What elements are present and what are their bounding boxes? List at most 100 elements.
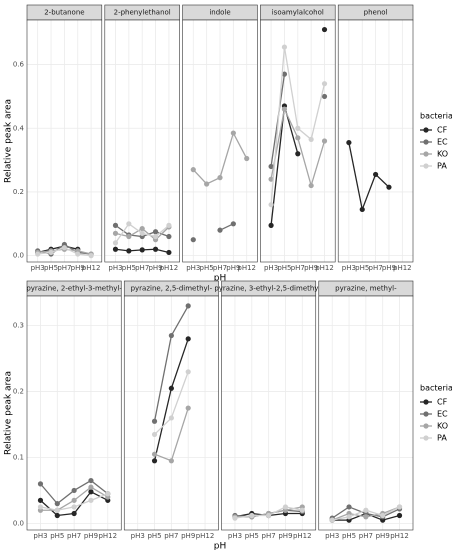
- point: [88, 489, 94, 495]
- x-tick-label: pH7: [262, 532, 276, 540]
- point: [359, 206, 365, 213]
- point: [88, 253, 94, 259]
- point: [126, 221, 132, 227]
- x-tick-label: pH3: [108, 264, 122, 272]
- legend-key-point: [423, 411, 429, 417]
- legend-label: PA: [437, 434, 447, 443]
- point: [48, 249, 54, 256]
- point: [249, 512, 255, 519]
- facet-title: 2-butanone: [44, 9, 84, 17]
- point: [112, 222, 119, 228]
- x-tick-label: pH3: [33, 532, 47, 540]
- point: [185, 336, 191, 342]
- legend-label: CF: [437, 126, 448, 135]
- point: [268, 222, 274, 228]
- x-tick-label: pH9: [278, 532, 292, 540]
- x-tick-label: pH5: [44, 264, 58, 272]
- point: [54, 501, 60, 507]
- x-tick-label: pH9: [84, 532, 98, 540]
- point: [105, 491, 111, 497]
- x-tick-label: pH5: [355, 264, 369, 272]
- facet-title: pyrazine, 3-ethyl-2,5-dimethyl-: [214, 285, 323, 293]
- point: [152, 229, 159, 235]
- point: [168, 415, 174, 421]
- point: [363, 507, 369, 513]
- point: [54, 507, 60, 513]
- x-tick-label: pH7: [369, 264, 383, 272]
- y-tick-label: 0.0: [13, 519, 24, 527]
- x-tick-label: pH3: [186, 264, 200, 272]
- point: [329, 517, 335, 523]
- y-tick-label: 0.0: [13, 252, 24, 260]
- series-line: [348, 142, 390, 212]
- point: [321, 93, 328, 100]
- x-tick-label: pH9: [71, 264, 85, 272]
- facet-title: phenol: [364, 9, 388, 17]
- x-tick-label: pH12: [82, 264, 101, 272]
- panel-border: [104, 19, 180, 263]
- point: [363, 514, 369, 520]
- point: [268, 176, 274, 182]
- point: [112, 230, 119, 236]
- panel-border: [260, 19, 336, 263]
- y-tick-label: 0.1: [13, 453, 24, 461]
- legend-key-point: [423, 139, 429, 145]
- point: [244, 155, 250, 162]
- x-tick-label: pH7: [164, 532, 178, 540]
- y-tick-label: 0.4: [13, 124, 25, 132]
- x-tick-label: pH5: [200, 264, 214, 272]
- point: [88, 484, 94, 490]
- point: [61, 245, 67, 251]
- x-tick-label: pH7: [67, 532, 81, 540]
- x-tick-label: pH9: [148, 264, 162, 272]
- y-tick-label: 0.3: [13, 322, 24, 330]
- panel-border: [123, 295, 219, 531]
- point: [308, 182, 314, 189]
- y-axis-title: Relative peak area: [4, 99, 14, 183]
- point: [168, 385, 174, 391]
- point: [166, 233, 172, 240]
- legend-label: KO: [437, 150, 448, 159]
- x-axis-title: pH: [214, 542, 226, 550]
- point: [168, 332, 174, 339]
- x-tick-label: pH5: [245, 532, 259, 540]
- legend-title: bacteria: [420, 384, 452, 393]
- point: [71, 497, 77, 503]
- x-tick-label: pH12: [196, 532, 215, 540]
- x-tick-label: pH9: [382, 264, 396, 272]
- point: [71, 487, 77, 494]
- point: [151, 418, 158, 424]
- legend-title: bacteria: [420, 112, 452, 121]
- point: [321, 81, 328, 87]
- x-tick-label: pH12: [393, 264, 412, 272]
- x-tick-label: pH7: [213, 264, 227, 272]
- facet-title: pyrazine, methyl-: [335, 285, 397, 293]
- point: [204, 181, 210, 187]
- point: [396, 504, 403, 510]
- point: [281, 106, 288, 112]
- point: [321, 138, 328, 144]
- point: [126, 233, 132, 240]
- point: [185, 405, 191, 411]
- point: [185, 303, 191, 309]
- legend-label: EC: [437, 410, 448, 419]
- x-tick-label: pH7: [359, 532, 373, 540]
- point: [295, 125, 301, 131]
- point: [168, 458, 174, 464]
- x-tick-label: pH5: [50, 532, 64, 540]
- x-tick-label: pH7: [135, 264, 149, 272]
- point: [299, 507, 305, 513]
- legend-key-point: [423, 163, 429, 169]
- x-tick-label: pH5: [147, 532, 161, 540]
- point: [88, 497, 94, 503]
- point: [112, 240, 119, 246]
- point: [139, 225, 145, 232]
- point: [346, 139, 352, 146]
- point: [152, 246, 159, 252]
- point: [151, 458, 158, 464]
- point: [281, 44, 288, 50]
- legend-label: KO: [437, 422, 448, 431]
- point: [308, 136, 314, 143]
- point: [268, 163, 274, 170]
